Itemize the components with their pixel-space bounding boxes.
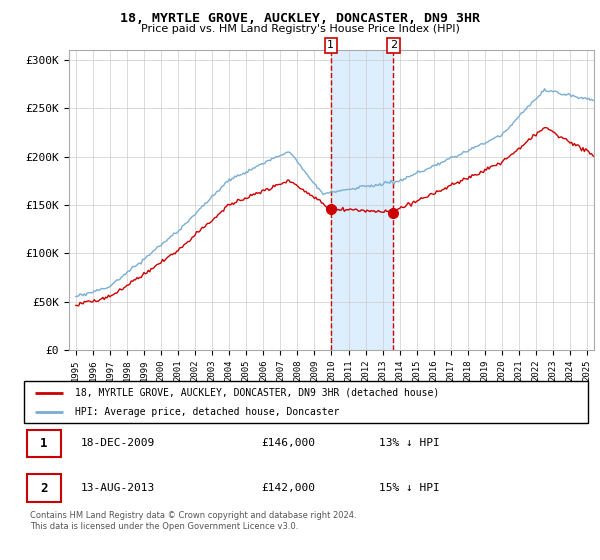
Text: 13-AUG-2013: 13-AUG-2013 xyxy=(80,483,155,493)
FancyBboxPatch shape xyxy=(27,430,61,458)
Text: 2: 2 xyxy=(389,40,397,50)
Text: 1: 1 xyxy=(40,437,47,450)
Text: £142,000: £142,000 xyxy=(261,483,315,493)
Text: 18, MYRTLE GROVE, AUCKLEY, DONCASTER, DN9 3HR (detached house): 18, MYRTLE GROVE, AUCKLEY, DONCASTER, DN… xyxy=(75,388,439,398)
Text: 1: 1 xyxy=(328,40,334,50)
Text: Contains HM Land Registry data © Crown copyright and database right 2024.: Contains HM Land Registry data © Crown c… xyxy=(30,511,356,520)
Text: £146,000: £146,000 xyxy=(261,438,315,449)
Text: 18, MYRTLE GROVE, AUCKLEY, DONCASTER, DN9 3HR: 18, MYRTLE GROVE, AUCKLEY, DONCASTER, DN… xyxy=(120,12,480,25)
Text: This data is licensed under the Open Government Licence v3.0.: This data is licensed under the Open Gov… xyxy=(30,522,298,531)
Text: HPI: Average price, detached house, Doncaster: HPI: Average price, detached house, Donc… xyxy=(75,407,339,417)
Text: 13% ↓ HPI: 13% ↓ HPI xyxy=(379,438,440,449)
FancyBboxPatch shape xyxy=(27,474,61,502)
Text: Price paid vs. HM Land Registry's House Price Index (HPI): Price paid vs. HM Land Registry's House … xyxy=(140,24,460,34)
Text: 2: 2 xyxy=(40,482,47,494)
Bar xyxy=(331,50,393,350)
Text: 18-DEC-2009: 18-DEC-2009 xyxy=(80,438,155,449)
Text: 15% ↓ HPI: 15% ↓ HPI xyxy=(379,483,440,493)
